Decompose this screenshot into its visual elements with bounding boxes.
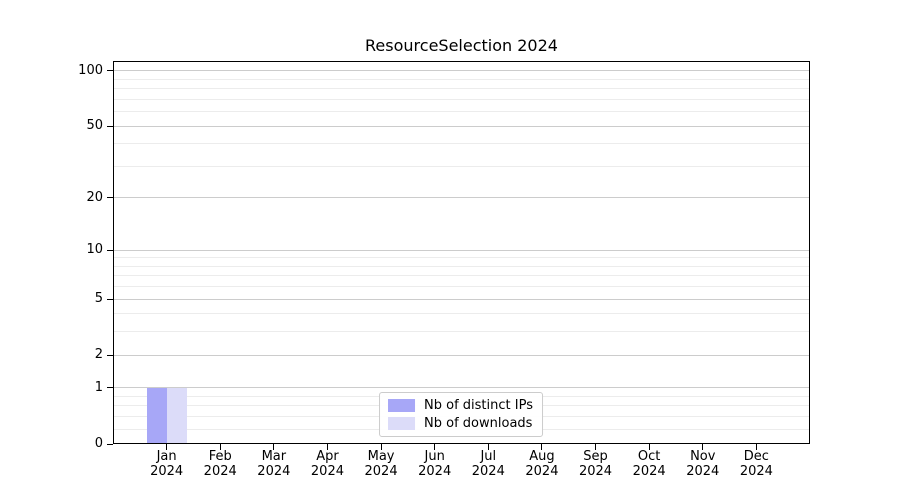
x-tick-mark [648, 444, 650, 450]
x-tick-month: Nov [690, 449, 716, 464]
minor-gridline [114, 111, 809, 113]
y-tick-mark [107, 298, 113, 300]
x-tick-month: Apr [316, 449, 339, 464]
x-tick-year: 2024 [418, 464, 452, 479]
x-tick-label: Oct 2024 [617, 449, 681, 479]
x-tick-mark [702, 444, 704, 450]
x-tick-month: Jul [480, 449, 497, 464]
x-tick-month: Mar [261, 449, 287, 464]
x-tick-mark [273, 444, 275, 450]
y-tick-mark [107, 125, 113, 127]
x-tick-year: 2024 [471, 464, 505, 479]
x-tick-mark [166, 444, 168, 450]
x-tick-label: Apr 2024 [295, 449, 359, 479]
y-tick-mark [107, 70, 113, 72]
x-tick-label: Dec 2024 [724, 449, 788, 479]
minor-gridline [114, 331, 809, 333]
bar [166, 387, 187, 444]
major-gridline [114, 70, 809, 72]
legend-label: Nb of downloads [424, 416, 533, 431]
major-gridline [114, 249, 809, 251]
legend-item: Nb of downloads [388, 416, 533, 431]
x-tick-year: 2024 [364, 464, 398, 479]
legend: Nb of distinct IPs Nb of downloads [379, 392, 543, 437]
bar [146, 387, 167, 444]
y-tick-label: 1 [94, 379, 103, 395]
x-tick-mark [755, 444, 757, 450]
minor-gridline [114, 98, 809, 100]
legend-item: Nb of distinct IPs [388, 398, 533, 413]
x-tick-month: May [367, 449, 395, 464]
minor-gridline [114, 143, 809, 145]
y-tick-label: 10 [86, 242, 103, 258]
y-tick-label: 0 [94, 436, 103, 451]
y-tick-label: 50 [86, 118, 103, 134]
minor-gridline [114, 313, 809, 315]
minor-gridline [114, 165, 809, 167]
y-tick-mark [107, 443, 113, 445]
legend-swatch [388, 399, 416, 412]
x-tick-mark [487, 444, 489, 450]
x-tick-year: 2024 [150, 464, 184, 479]
x-tick-mark [595, 444, 597, 450]
minor-gridline [114, 265, 809, 267]
x-tick-label: Jul 2024 [456, 449, 520, 479]
x-tick-label: May 2024 [349, 449, 413, 479]
x-tick-mark [219, 444, 221, 450]
minor-gridline [114, 88, 809, 90]
x-tick-mark [380, 444, 382, 450]
major-gridline [114, 354, 809, 356]
y-tick-label: 2 [94, 347, 103, 363]
legend-swatch [388, 417, 416, 430]
x-tick-label: Jan 2024 [135, 449, 199, 479]
x-tick-month: Aug [529, 449, 555, 464]
x-tick-label: Jun 2024 [403, 449, 467, 479]
major-gridline [114, 197, 809, 199]
chart-title: ResourceSelection 2024 [365, 36, 558, 55]
y-tick-label: 5 [94, 291, 103, 307]
minor-gridline [114, 286, 809, 288]
y-tick-label: 100 [78, 62, 103, 78]
minor-gridline [114, 78, 809, 80]
x-tick-label: Aug 2024 [510, 449, 574, 479]
x-tick-year: 2024 [310, 464, 344, 479]
y-tick-mark [107, 249, 113, 251]
x-tick-label: Nov 2024 [671, 449, 735, 479]
x-tick-label: Sep 2024 [564, 449, 628, 479]
y-tick-label: 20 [86, 189, 103, 205]
x-tick-year: 2024 [203, 464, 237, 479]
x-tick-label: Mar 2024 [242, 449, 306, 479]
x-tick-year: 2024 [632, 464, 666, 479]
minor-gridline [114, 275, 809, 277]
y-tick-mark [107, 387, 113, 389]
x-tick-month: Jun [424, 449, 445, 464]
x-tick-month: Oct [637, 449, 661, 464]
major-gridline [114, 125, 809, 127]
x-tick-year: 2024 [257, 464, 291, 479]
major-gridline [114, 298, 809, 300]
x-tick-year: 2024 [686, 464, 720, 479]
x-tick-year: 2024 [578, 464, 613, 479]
x-tick-month: Feb [208, 449, 232, 464]
y-tick-mark [107, 197, 113, 199]
x-tick-mark [434, 444, 436, 450]
major-gridline [114, 387, 809, 389]
minor-gridline [114, 257, 809, 259]
x-tick-year: 2024 [525, 464, 559, 479]
x-tick-month: Sep [583, 449, 608, 464]
x-tick-year: 2024 [739, 464, 773, 479]
x-tick-month: Dec [743, 449, 769, 464]
y-tick-mark [107, 354, 113, 356]
x-tick-mark [541, 444, 543, 450]
x-tick-label: Feb 2024 [188, 449, 252, 479]
legend-label: Nb of distinct IPs [424, 398, 533, 413]
x-tick-mark [326, 444, 328, 450]
x-tick-month: Jan [156, 449, 177, 464]
